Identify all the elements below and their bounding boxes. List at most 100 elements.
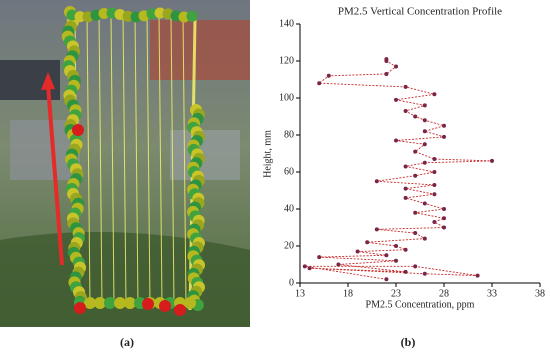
point — [403, 195, 408, 200]
point — [384, 277, 389, 282]
photo-dot — [174, 304, 186, 316]
point — [384, 71, 389, 76]
point — [365, 240, 370, 245]
point — [422, 201, 427, 206]
point — [442, 207, 446, 211]
x-tick-label: 18 — [343, 288, 353, 299]
point — [422, 103, 427, 108]
point — [394, 258, 398, 263]
point — [336, 262, 341, 267]
point — [475, 273, 480, 278]
photo-dot — [98, 7, 110, 19]
y-tick-label: 20 — [284, 240, 294, 251]
photo-line — [182, 14, 187, 306]
photo-dot — [74, 302, 86, 314]
y-tick-label: 80 — [284, 129, 294, 140]
point — [422, 142, 427, 147]
photo-dot — [142, 298, 154, 310]
point — [413, 264, 418, 269]
point — [403, 84, 408, 89]
point — [413, 231, 418, 236]
point — [432, 219, 437, 224]
point — [394, 244, 398, 248]
point — [442, 216, 446, 221]
x-axis-label: PM2.5 Concentration, ppm — [366, 299, 475, 310]
point — [394, 138, 398, 143]
point — [490, 158, 494, 163]
photo-line — [122, 14, 127, 306]
point — [403, 108, 408, 113]
point — [442, 134, 446, 139]
y-axis-label: Height, mm — [262, 130, 273, 178]
y-tick-label: 100 — [279, 92, 294, 103]
point — [442, 123, 446, 128]
point — [422, 271, 427, 276]
photo-line — [98, 14, 103, 306]
photo-dot — [94, 297, 106, 309]
point — [326, 73, 331, 78]
photo-dot — [154, 7, 166, 19]
photo-line — [110, 14, 115, 306]
panel-label: (a) — [120, 335, 134, 349]
point — [307, 266, 312, 271]
y-tick-label: 120 — [279, 55, 294, 66]
point — [413, 173, 418, 178]
point — [413, 149, 418, 154]
photo-line — [134, 14, 139, 306]
photo-line — [146, 14, 151, 306]
panel-label: (b) — [401, 335, 416, 349]
point — [355, 249, 360, 254]
point — [403, 247, 408, 252]
point — [384, 57, 389, 62]
x-tick-label: 38 — [535, 288, 545, 299]
point — [394, 97, 398, 102]
point — [317, 81, 322, 86]
photo-dot — [124, 297, 136, 309]
point — [413, 114, 418, 119]
y-tick-label: 140 — [279, 18, 294, 29]
photo-dot — [146, 8, 158, 20]
point — [394, 64, 398, 69]
photo-line — [86, 14, 91, 306]
photo-line — [158, 14, 163, 306]
point — [374, 227, 379, 232]
point — [422, 118, 427, 123]
photo-dot — [184, 297, 196, 309]
point — [442, 225, 446, 230]
photo-dot — [84, 297, 96, 309]
y-tick-label: 0 — [289, 277, 294, 288]
point — [403, 164, 408, 169]
point — [432, 170, 437, 174]
x-tick-label: 13 — [295, 288, 305, 299]
chart-title: PM2.5 Vertical Concentration Profile — [338, 6, 502, 18]
point — [422, 236, 427, 241]
photo-line — [170, 14, 175, 306]
photo-dot — [159, 300, 171, 312]
y-tick-label: 40 — [284, 203, 294, 214]
point — [422, 160, 427, 165]
point — [432, 192, 437, 197]
point — [302, 264, 307, 269]
photo-dot — [178, 11, 190, 23]
x-tick-label: 33 — [487, 288, 497, 299]
photo-dot — [104, 297, 116, 309]
photo-dot — [122, 10, 134, 22]
x-tick-label: 23 — [391, 288, 401, 299]
photo-dot — [186, 10, 198, 22]
photo-dot — [74, 11, 86, 23]
point — [422, 129, 427, 134]
photo — [0, 0, 250, 327]
point — [432, 157, 437, 162]
point — [403, 269, 408, 274]
point — [403, 186, 408, 191]
point — [413, 210, 418, 215]
photo-dot — [114, 297, 126, 309]
point — [432, 92, 437, 97]
y-tick-label: 60 — [284, 166, 294, 177]
photo-dot — [72, 124, 84, 136]
point — [432, 182, 437, 187]
connector-line — [304, 59, 493, 280]
point — [374, 179, 379, 184]
point — [384, 253, 389, 258]
